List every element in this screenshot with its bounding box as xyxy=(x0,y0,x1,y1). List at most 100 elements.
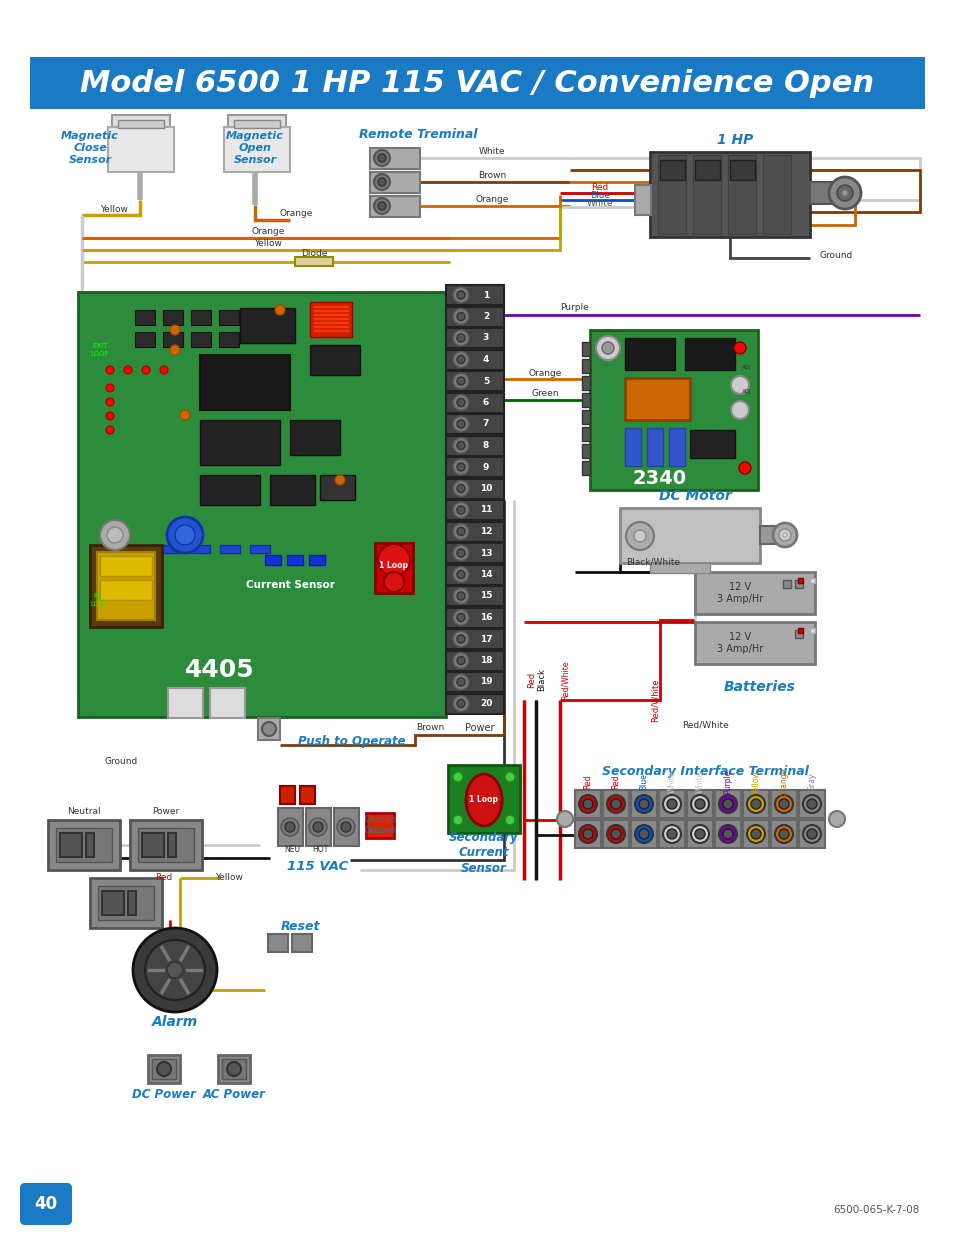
Text: Power: Power xyxy=(465,722,495,734)
Circle shape xyxy=(836,185,852,201)
Circle shape xyxy=(806,829,816,839)
Bar xyxy=(142,832,164,857)
Bar xyxy=(30,57,924,109)
Bar xyxy=(668,429,684,466)
Text: Red: Red xyxy=(611,774,619,789)
Circle shape xyxy=(456,463,464,471)
Text: EXIT
LOOP: EXIT LOOP xyxy=(91,343,110,357)
Bar xyxy=(659,161,684,180)
Bar xyxy=(446,393,503,412)
Bar xyxy=(370,148,419,169)
Text: Orange: Orange xyxy=(251,227,284,236)
Bar xyxy=(168,688,203,718)
Circle shape xyxy=(456,635,464,643)
Circle shape xyxy=(335,475,345,485)
Bar xyxy=(684,338,734,370)
Bar xyxy=(581,445,589,458)
Bar xyxy=(370,172,419,193)
Circle shape xyxy=(722,799,732,809)
Circle shape xyxy=(453,610,469,625)
Bar xyxy=(446,543,503,563)
Text: 9: 9 xyxy=(482,462,489,472)
Circle shape xyxy=(578,825,597,844)
Bar xyxy=(446,436,503,456)
Text: 16: 16 xyxy=(479,613,492,622)
Text: Red: Red xyxy=(591,184,608,193)
Bar xyxy=(695,572,814,614)
Text: Yellow: Yellow xyxy=(751,771,760,794)
Text: 13: 13 xyxy=(479,548,492,557)
Text: Purple: Purple xyxy=(722,769,732,794)
Text: 1 HP: 1 HP xyxy=(716,133,752,147)
Text: White: White xyxy=(586,200,613,209)
Circle shape xyxy=(453,437,469,453)
Bar xyxy=(446,629,503,650)
Bar xyxy=(686,820,712,848)
Bar xyxy=(313,309,349,312)
Bar xyxy=(152,1058,175,1079)
Circle shape xyxy=(167,962,183,978)
Bar xyxy=(581,393,589,408)
Circle shape xyxy=(779,829,788,839)
Bar xyxy=(686,790,712,818)
Bar xyxy=(135,310,154,325)
Circle shape xyxy=(453,567,469,583)
Text: REV
LOOP: REV LOOP xyxy=(91,594,110,606)
Circle shape xyxy=(639,799,648,809)
Text: Black/White: Black/White xyxy=(625,557,679,567)
Circle shape xyxy=(285,823,294,832)
Circle shape xyxy=(170,345,180,354)
Circle shape xyxy=(802,795,821,813)
Text: White: White xyxy=(478,147,505,157)
Circle shape xyxy=(739,462,750,474)
Bar xyxy=(446,285,503,305)
Bar xyxy=(190,545,210,553)
Text: Reset: Reset xyxy=(280,920,319,932)
Circle shape xyxy=(719,825,737,844)
Bar xyxy=(163,332,183,347)
Bar xyxy=(191,310,211,325)
Circle shape xyxy=(456,420,464,429)
Text: Magnetic
Open
Sensor: Magnetic Open Sensor xyxy=(226,131,284,164)
Bar xyxy=(294,257,333,266)
Text: Alarm: Alarm xyxy=(152,1015,198,1029)
Text: 1 Loop: 1 Loop xyxy=(379,561,408,569)
Bar xyxy=(581,410,589,424)
Bar xyxy=(446,564,503,584)
Text: 4405: 4405 xyxy=(185,658,254,682)
Text: White: White xyxy=(667,771,676,793)
Bar xyxy=(319,475,355,500)
Circle shape xyxy=(456,441,464,450)
Bar xyxy=(102,890,124,915)
Bar xyxy=(760,526,780,543)
Circle shape xyxy=(456,699,464,708)
Circle shape xyxy=(750,799,760,809)
Circle shape xyxy=(828,811,844,827)
Bar xyxy=(200,420,280,466)
Text: 10: 10 xyxy=(479,484,492,493)
Bar xyxy=(90,878,162,927)
Bar xyxy=(446,329,503,348)
Bar xyxy=(630,820,657,848)
Bar xyxy=(299,785,314,804)
Circle shape xyxy=(634,530,645,542)
Bar xyxy=(240,308,294,343)
Ellipse shape xyxy=(465,774,501,826)
Text: Yellow: Yellow xyxy=(100,205,128,215)
Bar xyxy=(742,790,768,818)
Bar xyxy=(270,475,314,505)
Text: 1: 1 xyxy=(482,290,489,300)
Text: Yellow: Yellow xyxy=(214,873,243,883)
Text: White: White xyxy=(695,771,703,793)
Circle shape xyxy=(690,825,708,844)
Bar xyxy=(602,790,628,818)
Circle shape xyxy=(610,829,620,839)
Bar xyxy=(220,545,240,553)
Bar xyxy=(448,764,519,832)
Circle shape xyxy=(456,657,464,664)
Bar xyxy=(729,161,754,180)
Bar xyxy=(310,303,352,337)
Circle shape xyxy=(453,674,469,690)
Circle shape xyxy=(174,525,194,545)
Text: 7: 7 xyxy=(482,420,489,429)
